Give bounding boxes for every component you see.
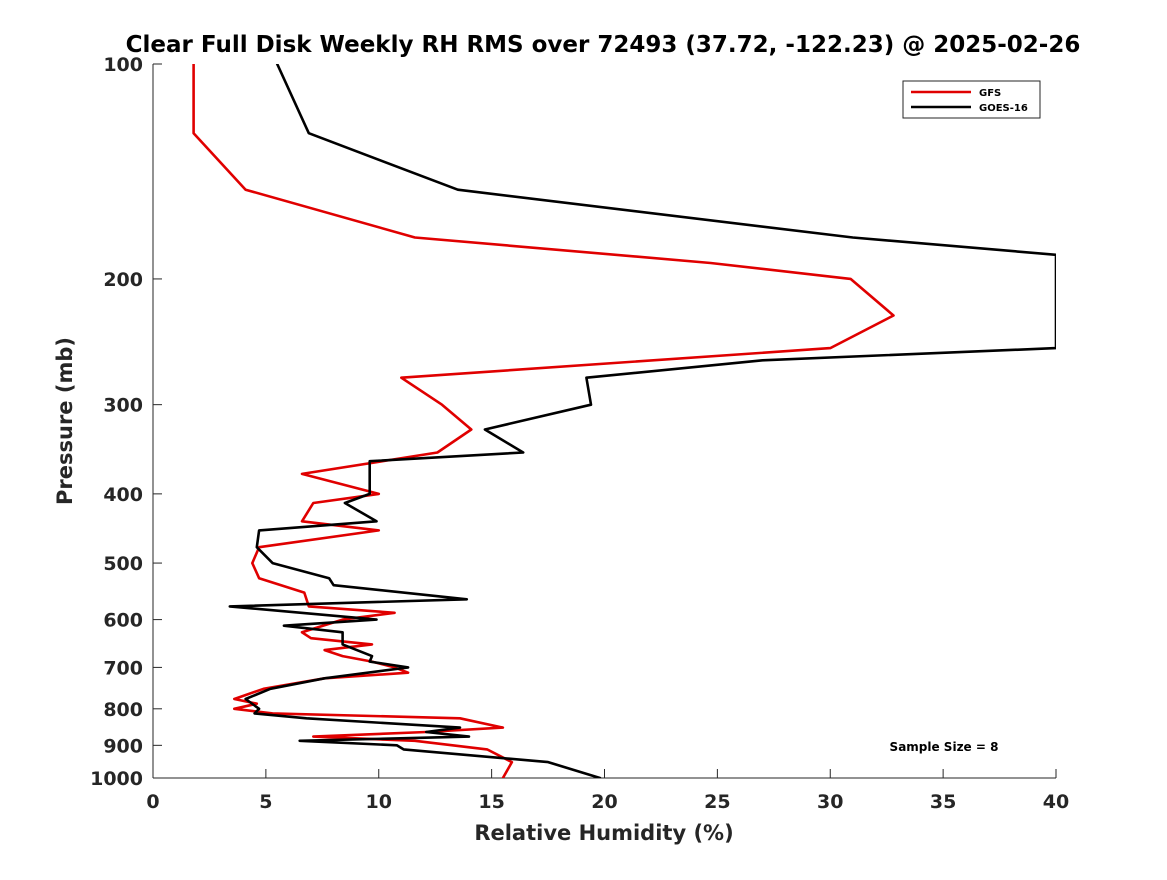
plot-area: 0 5 10 15 20 25 30 35 40 100 200 300 400 500 600 700 800… <box>90 54 1069 813</box>
y-axis-label: Pressure (mb) <box>53 337 77 505</box>
x-tick-label: 10 <box>366 791 392 813</box>
legend-box <box>902 80 1041 119</box>
x-tick-label: 20 <box>591 791 617 813</box>
y-tick-label: 300 <box>103 395 143 417</box>
y-tick-label: 100 <box>103 54 143 76</box>
x-tick-label: 30 <box>817 791 843 813</box>
y-tick-label: 700 <box>103 657 143 679</box>
y-tick-label: 800 <box>103 699 143 721</box>
y-tick-label: 200 <box>103 269 143 291</box>
x-tick-label: 5 <box>259 791 272 813</box>
chart-title: Clear Full Disk Weekly RH RMS over 72493… <box>126 32 1081 58</box>
x-tick-label: 0 <box>146 791 159 813</box>
x-tick-label: 15 <box>478 791 504 813</box>
sample-size-annotation: Sample Size = 8 <box>890 740 999 754</box>
series-line-gfs <box>192 64 895 778</box>
x-axis-label: Relative Humidity (%) <box>474 821 733 845</box>
y-tick-label: 600 <box>103 610 143 632</box>
legend-entry: GFS <box>979 88 1001 99</box>
series-group <box>192 64 1056 778</box>
legend-entry: GOES-16 <box>979 103 1028 114</box>
y-tick-label: 900 <box>103 735 143 757</box>
y-tick-label: 400 <box>103 484 143 506</box>
x-tick-label: 35 <box>930 791 956 813</box>
series-line-goes-16 <box>228 64 1056 778</box>
y-tick-label: 1000 <box>90 768 143 790</box>
x-tick-label: 40 <box>1043 791 1069 813</box>
y-tick-label: 500 <box>103 553 143 575</box>
legend: GFS GOES-16 <box>902 80 1041 119</box>
x-tick-label: 25 <box>704 791 730 813</box>
